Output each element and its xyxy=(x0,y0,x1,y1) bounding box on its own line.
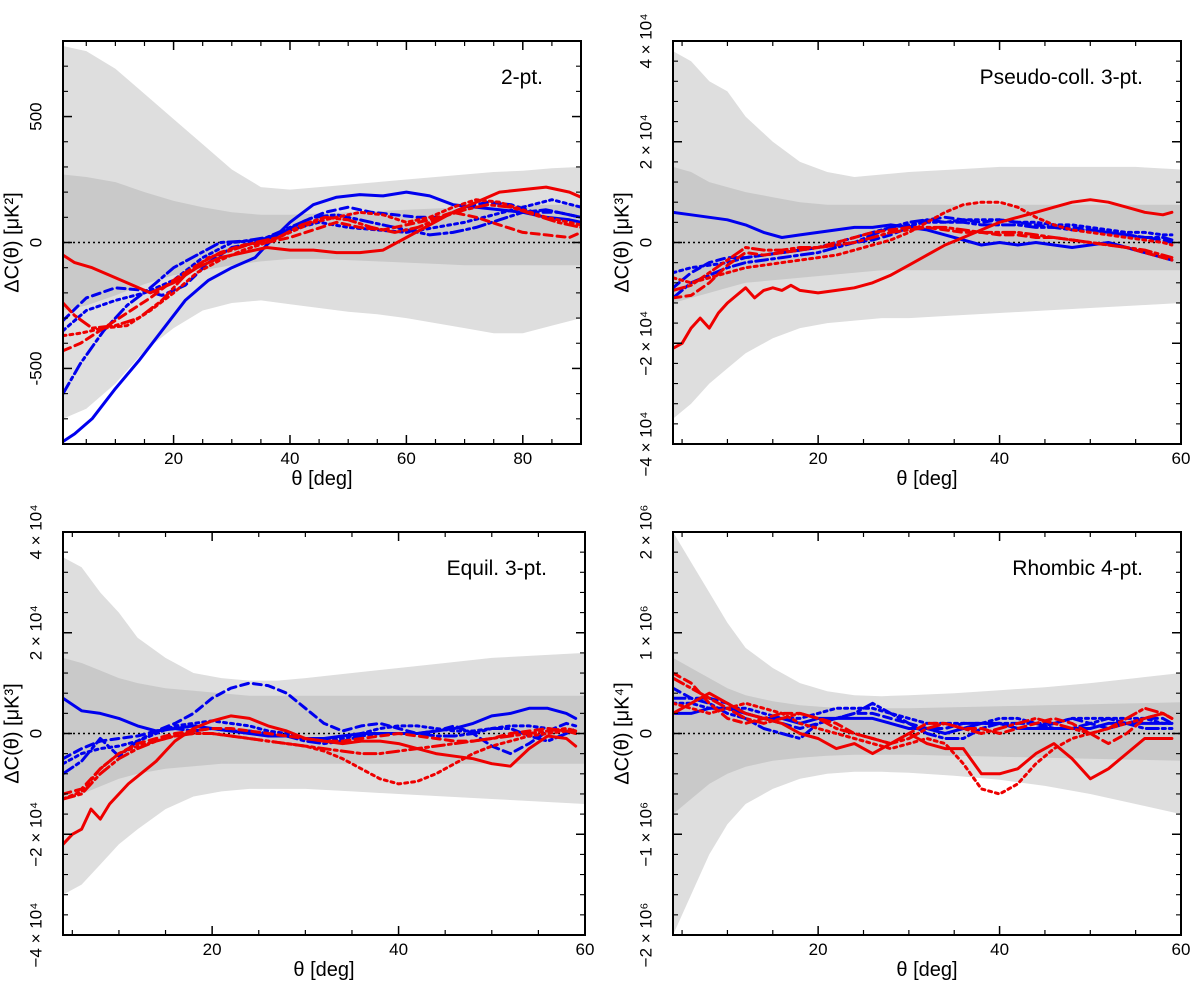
x-tick-label: 40 xyxy=(990,449,1009,468)
y-tick-label: 1 × 10⁶ xyxy=(636,605,655,660)
y-tick-label: −1 × 10⁶ xyxy=(636,802,655,867)
panel-equil-3pt: 20 40 60 −4 × 10⁴ −2 × 10⁴ 0 2 × 10⁴ 4 × 10⁴ θ [… xyxy=(1,504,594,981)
series-blue-dash-dot xyxy=(673,218,1174,300)
plot-area xyxy=(63,46,581,443)
band-inner xyxy=(673,166,1181,303)
x-tick-label: 40 xyxy=(990,940,1009,959)
series-blue-dotted xyxy=(673,218,1174,275)
y-tick-label: 0 xyxy=(26,238,45,247)
y-tick-label: 500 xyxy=(26,102,45,130)
series-red-dotted xyxy=(673,701,1174,796)
series-blue-dotted xyxy=(63,198,581,333)
y-tick-label: −4 × 10⁴ xyxy=(636,412,655,477)
y-tick-label: 4 × 10⁴ xyxy=(636,13,655,68)
plot-area xyxy=(673,51,1181,419)
series-blue-dash-dot xyxy=(63,727,578,776)
series-blue-solid xyxy=(63,696,578,740)
x-tick-label: 40 xyxy=(281,449,300,468)
series-red-solid xyxy=(63,714,578,846)
series-blue-dash-dot xyxy=(673,696,1174,740)
y-tick-label: −2 × 10⁶ xyxy=(636,903,655,968)
y-axis-label: ΔC(θ) [μK³] xyxy=(611,192,633,292)
series-red-solid xyxy=(673,691,1174,781)
plot-area xyxy=(63,557,585,895)
y-tick-label: −2 × 10⁴ xyxy=(636,311,655,376)
y-tick-label: 2 × 10⁴ xyxy=(636,114,655,169)
series-blue-dotted xyxy=(673,701,1174,725)
plot-area xyxy=(673,532,1181,935)
panel-rhombic-4pt: 20 40 60 −2 × 10⁶ −1 × 10⁶ 0 1 × 10⁶ 2 × 10⁶ θ [… xyxy=(611,505,1190,981)
series-red-dash-dot xyxy=(673,676,1174,746)
panel-pseudo-coll-3pt: 20 40 60 −4 × 10⁴ −2 × 10⁴ 0 2 × 10⁴ 4 × 10⁴ θ [… xyxy=(611,13,1190,490)
x-tick-label: 20 xyxy=(164,449,183,468)
series-red-dotted xyxy=(673,200,1174,285)
series-red-solid xyxy=(673,198,1174,350)
panel-title: Pseudo-coll. 3-pt. xyxy=(980,66,1143,89)
x-axis-label: θ [deg] xyxy=(896,468,957,490)
panel-title: Rhombic 4-pt. xyxy=(1012,557,1143,580)
y-axis-label: ΔC(θ) [μK⁴] xyxy=(611,682,633,784)
y-axis-label: ΔC(θ) [μK²] xyxy=(1,192,23,292)
series-red-dash-dot xyxy=(673,225,1174,292)
panel-2pt: 20 40 60 80 -500 0 500 θ [deg] ΔC(θ) [μK²] 2-pt. xyxy=(1,40,582,490)
x-tick-label: 60 xyxy=(1172,940,1191,959)
x-tick-label: 40 xyxy=(389,940,408,959)
y-tick-label: -500 xyxy=(26,351,45,385)
y-tick-label: 2 × 10⁶ xyxy=(636,505,655,560)
band-inner xyxy=(63,657,585,799)
series-red-solid xyxy=(63,185,581,295)
x-axis-label: θ [deg] xyxy=(293,959,354,981)
x-tick-label: 60 xyxy=(1172,449,1191,468)
y-tick-label: 0 xyxy=(26,729,45,738)
y-tick-label: 2 × 10⁴ xyxy=(26,605,45,660)
x-tick-label: 80 xyxy=(513,449,532,468)
band-inner xyxy=(673,657,1181,815)
y-tick-label: 0 xyxy=(636,238,655,247)
x-tick-label: 20 xyxy=(203,940,222,959)
series-red-dash xyxy=(673,671,1174,746)
series-red-dash xyxy=(63,210,581,353)
x-axis-label: θ [deg] xyxy=(896,959,957,981)
y-tick-label: 4 × 10⁴ xyxy=(26,504,45,559)
x-tick-label: 20 xyxy=(809,449,828,468)
series-red-dotted xyxy=(63,729,578,801)
x-tick-label: 60 xyxy=(576,940,595,959)
series-red-dotted xyxy=(63,198,581,338)
y-tick-label: 0 xyxy=(636,729,655,738)
y-axis-label: ΔC(θ) [μK³] xyxy=(1,683,23,783)
series-blue-solid xyxy=(63,190,581,443)
panel-title: Equil. 3-pt. xyxy=(447,557,547,580)
y-tick-label: −2 × 10⁴ xyxy=(26,802,45,867)
panel-title: 2-pt. xyxy=(501,66,543,89)
x-tick-label: 20 xyxy=(809,940,828,959)
y-tick-label: −4 × 10⁴ xyxy=(26,903,45,968)
x-tick-label: 60 xyxy=(397,449,416,468)
x-axis-label: θ [deg] xyxy=(291,468,352,490)
